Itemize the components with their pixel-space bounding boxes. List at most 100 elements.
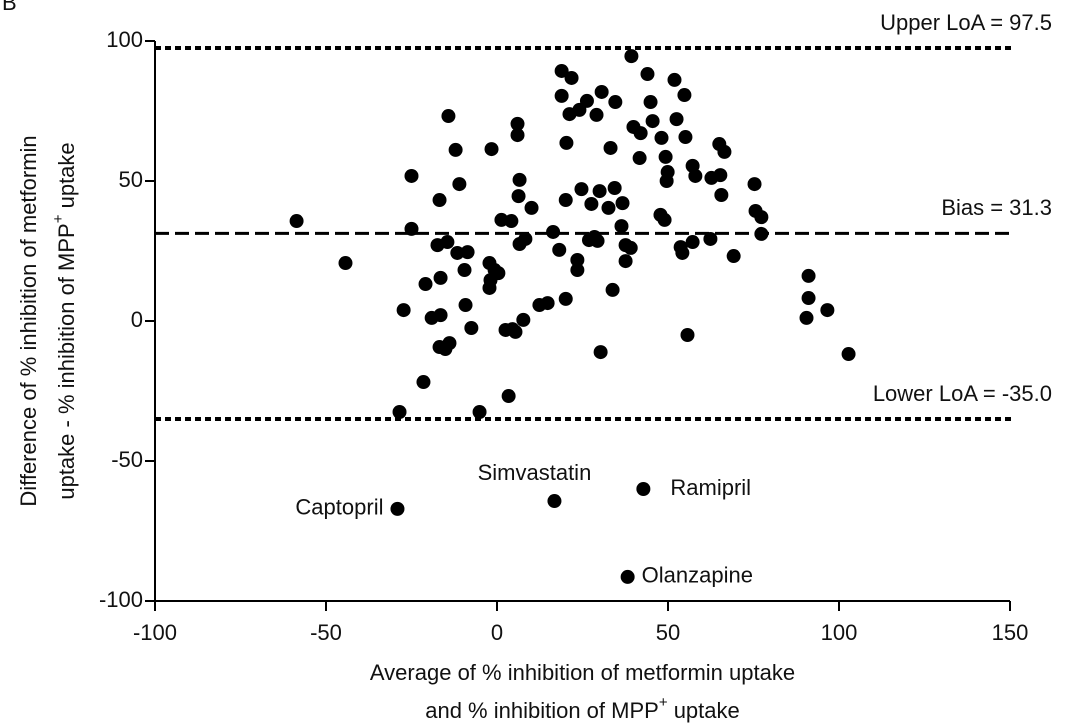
point [624,49,639,64]
x-tick-label: -50 [310,620,342,645]
point [592,184,607,199]
point [460,245,475,260]
point [457,263,472,278]
y-tick-label: 100 [106,27,143,52]
x-tick-label: 0 [491,620,503,645]
point [669,112,684,127]
point [524,200,539,215]
point [680,328,695,342]
point [512,172,527,187]
point [559,135,574,150]
point [717,144,732,159]
point [433,308,448,323]
point [546,224,561,239]
point [589,107,604,122]
point [504,214,519,229]
x-tick-label: 150 [992,620,1029,645]
point [416,375,431,390]
labeled-point [620,569,635,584]
point [677,88,692,103]
point [726,249,741,264]
point [640,67,655,82]
point [703,231,718,246]
y-axis-label: uptake - % inhibition of MPP+ uptake [50,142,78,499]
y-axis-label-part: uptake - % inhibition of MPP [54,223,79,499]
labeled-point [390,501,405,516]
point [570,252,585,267]
y-tick-label: -50 [111,447,143,472]
point [433,270,448,285]
point [396,303,411,318]
reference-label: Bias = 31.3 [941,195,1052,220]
point [564,70,579,85]
point [590,233,605,248]
point [511,189,526,204]
point [678,130,693,145]
y-axis-label: Difference of % inhibition of metformin [16,135,41,506]
point [289,214,304,229]
point [667,72,682,87]
point-label: Ramipril [670,475,751,500]
point-label: Olanzapine [642,563,753,588]
point [747,177,762,192]
y-axis-label-part: Difference of % inhibition of metformin [16,135,41,506]
point [404,168,419,183]
point [570,263,585,278]
point [516,312,531,327]
point [593,345,608,360]
point [754,226,769,241]
point [501,389,516,404]
point [450,245,465,260]
point [432,193,447,208]
point [558,193,573,208]
point [713,168,728,183]
point [540,296,555,311]
point [645,114,660,129]
point [841,347,856,362]
point [632,151,647,166]
point [754,210,769,225]
point [558,291,573,306]
x-tick-label: 100 [821,620,858,645]
point [554,88,569,103]
point [579,93,594,108]
y-axis-label-part: uptake [54,142,79,214]
point [820,303,835,318]
point [554,63,569,78]
point [608,95,623,110]
y-tick-label: -100 [99,587,143,612]
point [615,196,630,211]
point [392,405,407,419]
point [603,140,618,155]
point [448,142,463,157]
point [458,298,473,313]
point [605,282,620,297]
point [688,168,703,183]
point [643,95,658,110]
point [623,240,638,255]
y-tick-label: 50 [119,167,143,192]
point [801,291,816,306]
point [675,245,690,260]
point [510,128,525,143]
point [685,235,700,250]
point [657,212,672,227]
reference-label: Upper LoA = 97.5 [880,10,1052,35]
point-label: Simvastatin [478,460,592,485]
point [440,235,455,250]
point [472,405,487,419]
point [618,254,633,269]
point [484,142,499,157]
point [552,242,567,257]
point [607,181,622,195]
x-axis-label: Average of % inhibition of metformin upt… [370,660,795,685]
point [714,188,729,202]
point [659,174,674,188]
point [614,219,629,234]
x-tick-label: 50 [656,620,680,645]
point [404,221,419,236]
point [584,196,599,211]
point [442,336,457,351]
x-axis-label-part: uptake [668,698,740,723]
point [633,126,648,141]
